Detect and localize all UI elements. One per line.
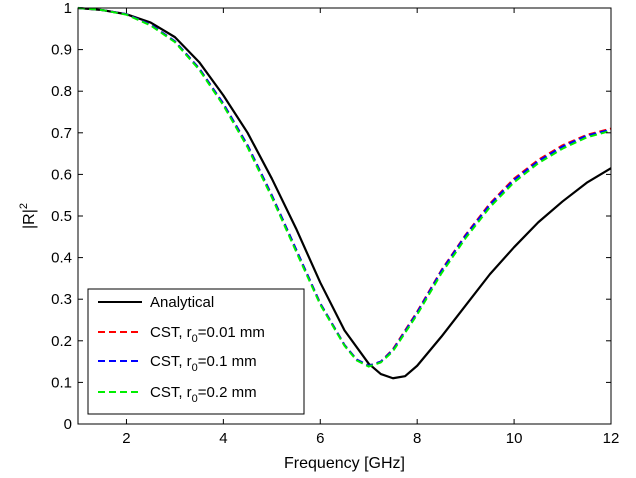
series-layer bbox=[77, 6, 612, 380]
series-line-0 bbox=[77, 6, 612, 380]
x-tick-label-2: 6 bbox=[316, 430, 324, 447]
legend-box bbox=[87, 288, 305, 415]
x-tick-label-1: 4 bbox=[219, 430, 227, 447]
legend-label-3: CST, r0=0.2 mm bbox=[150, 384, 257, 405]
x-tick-label-4: 10 bbox=[506, 430, 523, 447]
x-tick-label-3: 8 bbox=[413, 430, 421, 447]
y-axis-label: |R|2 bbox=[18, 203, 38, 229]
y-tick-label-9: 0.9 bbox=[51, 42, 72, 59]
y-tick-label-5: 0.5 bbox=[51, 208, 72, 225]
y-axis-label-sup: 2 bbox=[18, 203, 30, 209]
y-tick-label-8: 0.8 bbox=[51, 83, 72, 100]
y-tick-label-6: 0.6 bbox=[51, 166, 72, 183]
y-tick-label-2: 0.2 bbox=[51, 333, 72, 350]
y-tick-label-10: 1 bbox=[64, 0, 72, 17]
y-axis-label-main: |R| bbox=[21, 209, 38, 229]
series-line-3 bbox=[77, 7, 612, 368]
x-axis-label: Frequency [GHz] bbox=[284, 455, 405, 472]
legend: Analytical CST, r0=0.01 mm CST, r0=0.1 mm C… bbox=[87, 288, 305, 415]
x-tick-label-0: 2 bbox=[122, 430, 130, 447]
y-tick-label-1: 0.1 bbox=[51, 374, 72, 391]
tick-layer: 2 4 6 8 10 12 0 0.1 0.2 0.3 0.4 0.5 0.6 0.7 0.8 0.9 1 bbox=[51, 0, 619, 447]
y-tick-label-4: 0.4 bbox=[51, 250, 72, 267]
legend-label-2: CST, r0=0.1 mm bbox=[150, 353, 257, 374]
legend-label-1: CST, r0=0.01 mm bbox=[150, 324, 265, 345]
y-tick-label-7: 0.7 bbox=[51, 125, 72, 142]
x-tick-label-5: 12 bbox=[603, 430, 620, 447]
legend-label-0: Analytical bbox=[150, 294, 214, 311]
y-tick-label-3: 0.3 bbox=[51, 291, 72, 308]
y-tick-label-0: 0 bbox=[64, 416, 72, 433]
